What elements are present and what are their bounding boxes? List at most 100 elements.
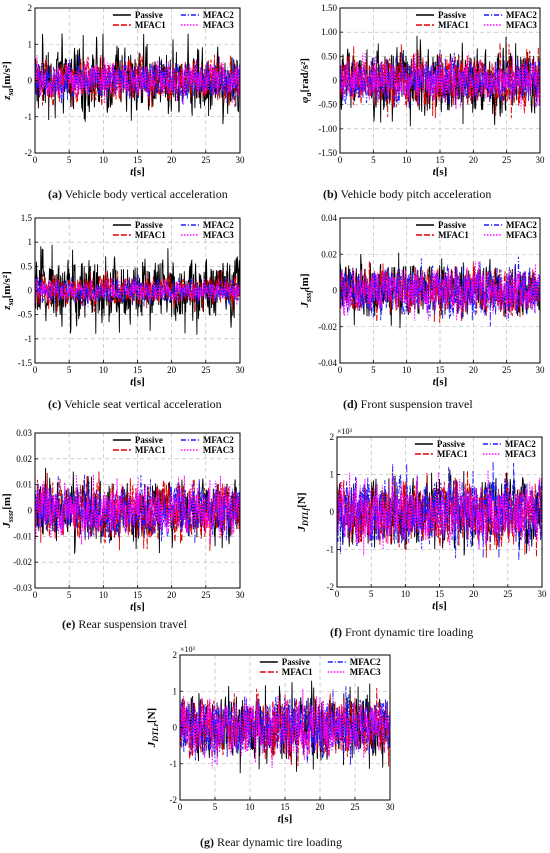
- x-tick-label: 20: [316, 802, 326, 812]
- x-tick-label: 5: [371, 155, 376, 165]
- y-axis-label-var: J: [296, 526, 308, 533]
- y-tick-label: 0: [333, 76, 338, 86]
- y-axis-label-sub: sssr: [6, 509, 15, 523]
- legend-label-passive: Passive: [135, 10, 163, 20]
- chart-panel-a: 0 5 10 15 20 25 30 -2 -1 0 1 2 t[s] zsa[m/s²] Passive M…: [0, 0, 275, 178]
- caption-f-letter: (f): [330, 625, 342, 639]
- x-tick-label: 5: [371, 365, 376, 375]
- y-axis-label-var: J: [1, 522, 13, 529]
- y-tick-label: 0: [28, 506, 33, 516]
- x-tick-label: 30: [536, 155, 546, 165]
- y-tick-label: -1: [25, 334, 33, 344]
- legend-label-mfac3: MFAC3: [505, 449, 536, 459]
- x-axis-label-var: t: [433, 376, 437, 388]
- caption-e: (e) Rear suspension travel: [62, 617, 187, 632]
- y-tick-label: -0.04: [318, 358, 337, 368]
- y-axis-label-unit: [m]: [299, 273, 311, 290]
- caption-d-text: Front suspension travel: [357, 397, 473, 411]
- chart-f-svg: 0 5 10 15 20 25 30 -2 -1 0 1 2×10³ t[s] JDTLf[N] Passi…: [296, 427, 548, 612]
- caption-c: (c) Vehicle seat vertical acceleration: [48, 397, 222, 412]
- y-tick-label: 0: [333, 286, 338, 296]
- y-tick-label: -2: [327, 582, 335, 592]
- x-tick-label: 15: [133, 365, 143, 375]
- caption-d: (d) Front suspension travel: [343, 397, 473, 412]
- series-line-mfac1: [337, 470, 542, 558]
- x-tick-label: 20: [167, 365, 177, 375]
- series-line-mfac2: [180, 686, 390, 766]
- chart-g-svg: 0 5 10 15 20 25 30 -2 -1 0 1 2×10³ t[s] JDTLr[N] Passi…: [146, 645, 396, 825]
- caption-d-letter: (d): [343, 397, 358, 411]
- series-line-mfac1: [35, 269, 240, 312]
- y-axis-label-var: z: [1, 305, 13, 311]
- y-axis-label-var: φ: [299, 96, 311, 103]
- x-tick-label: 30: [236, 155, 246, 165]
- y-tick-label: -2: [25, 148, 33, 158]
- x-axis-label-var: t: [278, 813, 282, 825]
- caption-a-text: Vehicle body vertical acceleration: [62, 187, 228, 201]
- y-tick-label: 1.5: [21, 213, 33, 223]
- legend-label-mfac1: MFAC1: [135, 230, 166, 240]
- y-axis-label-sub: sssf: [304, 289, 313, 303]
- series-line-mfac3: [35, 276, 240, 305]
- x-tick-label: 15: [281, 802, 291, 812]
- x-tick-label: 30: [236, 365, 246, 375]
- y-tick-label: 0.5: [21, 261, 33, 271]
- legend-label-passive: Passive: [437, 439, 465, 449]
- legend-label-mfac3: MFAC3: [203, 230, 234, 240]
- x-tick-label: 0: [33, 365, 38, 375]
- x-tick-label: 30: [538, 589, 548, 599]
- x-tick-label: 10: [99, 590, 109, 600]
- y-axis-label: JDTLf[N]: [296, 493, 310, 533]
- chart-panel-e: 0 5 10 15 20 25 30 -0.03 -0.02 -0.01 0 0.01 0.02 0.03…: [0, 425, 275, 613]
- x-tick-label: 0: [338, 155, 343, 165]
- x-tick-label: 25: [201, 590, 211, 600]
- series-line-mfac3: [35, 474, 240, 545]
- y-tick-label: 0.03: [16, 428, 32, 438]
- x-axis-label-var: t: [433, 166, 437, 178]
- y-tick-label: 0.02: [16, 454, 32, 464]
- y-tick-label: -1: [170, 759, 178, 769]
- x-axis-label-unit: [s]: [133, 166, 145, 178]
- x-tick-label: 15: [133, 155, 143, 165]
- x-axis-label-unit: [s]: [133, 376, 145, 388]
- chart-panel-g: 0 5 10 15 20 25 30 -2 -1 0 1 2 ×10³ t[s] JDTLr[N] Passi…: [140, 643, 415, 825]
- y-axis-label-sub: DTLr: [151, 722, 160, 743]
- caption-a: (a) Vehicle body vertical acceleration: [48, 187, 228, 202]
- x-tick-label: 5: [369, 589, 374, 599]
- legend-label-mfac2: MFAC2: [506, 220, 537, 230]
- x-axis-label-unit: [s]: [436, 376, 448, 388]
- y-tick-label: 0: [173, 723, 178, 733]
- caption-g-letter: (g): [200, 835, 214, 849]
- y-tick-label: 0: [28, 286, 33, 296]
- y-tick-label: -1.5: [18, 358, 33, 368]
- x-tick-label: 15: [436, 155, 446, 165]
- x-tick-label: 10: [99, 155, 109, 165]
- x-tick-label: 25: [502, 155, 512, 165]
- x-tick-label: 5: [67, 590, 72, 600]
- legend-label-mfac3: MFAC3: [506, 20, 537, 30]
- caption-f-text: Front dynamic tire loading: [342, 625, 474, 639]
- x-tick-label: 0: [335, 589, 340, 599]
- chart-panel-f: 0 5 10 15 20 25 30 -2 -1 0 1 2 ×10³ t[s] JDTLf[N] Passi…: [275, 425, 550, 612]
- y-axis-label-sub: sa: [6, 88, 15, 96]
- x-axis-label-unit: [s]: [435, 600, 447, 612]
- y-tick-label: -0.02: [318, 322, 337, 332]
- x-axis-label-unit: [s]: [281, 813, 293, 825]
- legend-label-mfac3: MFAC3: [203, 445, 234, 455]
- x-tick-label: 25: [351, 802, 361, 812]
- chart-a-svg: 0 5 10 15 20 25 30-2-1012t[s]zsa[m/s²]PassiveM…: [1, 3, 246, 178]
- caption-g: (g) Rear dynamic tire loading: [200, 835, 342, 850]
- x-tick-label: 20: [469, 155, 479, 165]
- series-line-mfac2: [35, 474, 240, 544]
- x-axis-label-var: t: [432, 600, 436, 612]
- y-tick-label: -0.01: [13, 531, 32, 541]
- chart-panel-b: 0 5 10 15 20 25 30 -1.50 -1.00 -0.50 0 0.50 1.00 1.50…: [275, 0, 550, 178]
- chart-e-svg: 0 5 10 15 20 25 30 -0.03 -0.02 -0.01 0 0.01 0.02 0.03…: [1, 428, 245, 613]
- y-tick-label: 2: [330, 432, 335, 442]
- x-axis-label-var: t: [130, 166, 134, 178]
- y-tick-label: 1.00: [321, 27, 337, 37]
- x-tick-label: 30: [386, 802, 396, 812]
- x-tick-label: 25: [201, 155, 211, 165]
- legend-label-mfac3: MFAC3: [506, 230, 537, 240]
- x-axis-label: t[s]: [278, 813, 293, 825]
